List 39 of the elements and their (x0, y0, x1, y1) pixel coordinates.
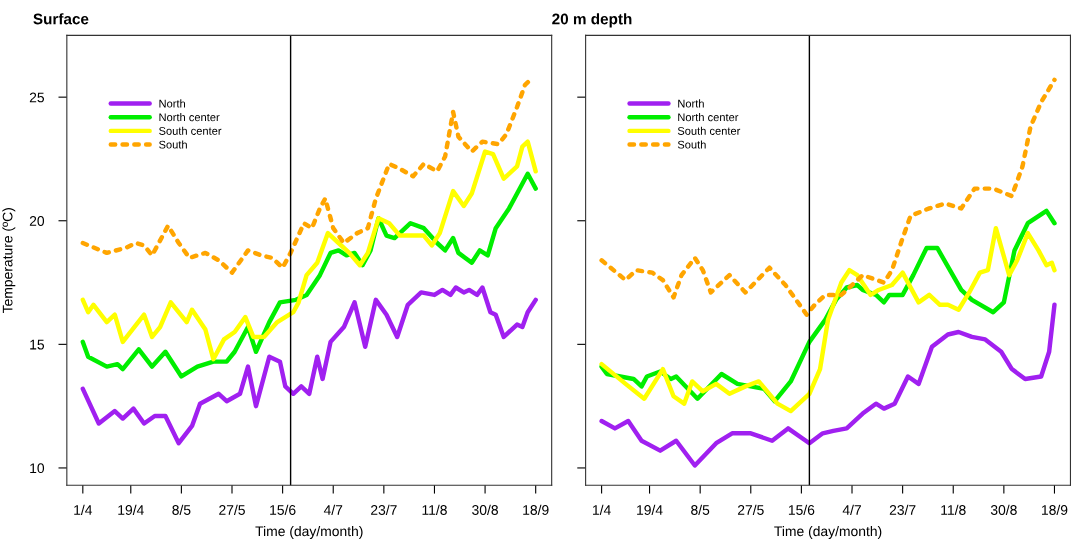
y-axis-title: Temperature (ºC) (2, 208, 16, 314)
x-tick-label: 23/7 (371, 504, 397, 515)
y-tick-label: 15 (30, 339, 45, 350)
chart-title: Surface (33, 13, 89, 25)
x-tick-label: 15/6 (788, 504, 815, 515)
x-tick-label: 19/4 (118, 504, 144, 515)
legend-label: North center (678, 113, 739, 122)
legend-label: North (159, 99, 185, 108)
legend-label: South (677, 140, 706, 149)
x-tick-label: 23/7 (889, 504, 916, 515)
x-axis-title: Time (day/month) (255, 525, 363, 539)
x-tick-label: 27/5 (737, 504, 764, 515)
chart-title: 20 m depth (552, 13, 632, 28)
x-tick-label: 4/7 (323, 504, 343, 515)
x-tick-label: 11/8 (422, 504, 447, 515)
legend-label: South center (159, 126, 222, 135)
legend-label: South (159, 140, 187, 149)
line-series (80, 139, 538, 362)
x-tick-label: 1/4 (74, 504, 93, 515)
x-tick-label: 30/8 (990, 504, 1017, 515)
x-tick-label: 1/4 (593, 504, 611, 515)
x-tick-label: 18/9 (523, 504, 549, 515)
x-tick-label: 27/5 (219, 504, 245, 515)
x-tick-label: 8/5 (172, 504, 191, 515)
legend-label: North (678, 99, 704, 108)
x-tick-label: 19/4 (637, 504, 663, 515)
x-tick-label: 11/8 (941, 504, 966, 515)
legend-label: South center (677, 126, 741, 135)
y-tick-label: 25 (29, 92, 45, 103)
x-axis-title: Time (day/month) (774, 525, 882, 539)
line-series (80, 285, 538, 446)
x-tick-label: 18/9 (1042, 504, 1068, 515)
x-tick-label: 8/5 (691, 504, 710, 515)
x-tick-label: 15/6 (270, 504, 296, 515)
legend-label: North center (159, 113, 220, 122)
x-tick-label: 4/7 (842, 504, 861, 515)
y-tick-label: 10 (30, 463, 45, 474)
x-tick-label: 30/8 (472, 504, 498, 515)
y-tick-label: 20 (29, 216, 45, 226)
